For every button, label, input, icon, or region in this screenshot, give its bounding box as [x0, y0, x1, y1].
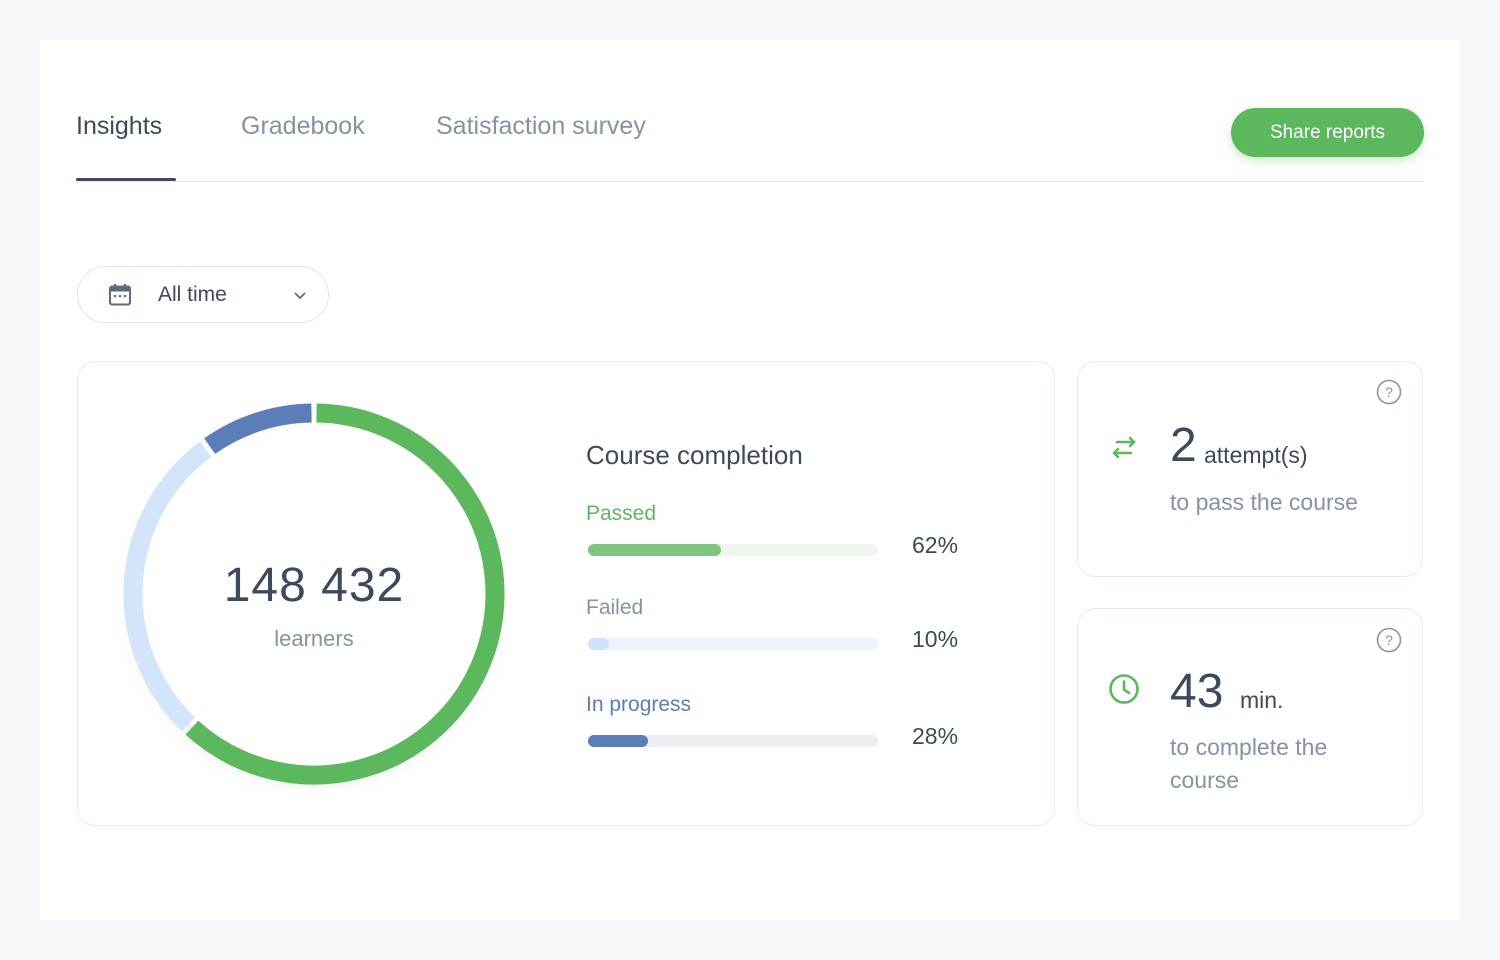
- learners-caption: learners: [274, 626, 354, 651]
- donut-segment-passed: [185, 403, 505, 785]
- progress-track: [588, 638, 878, 650]
- tab-satisfaction-survey[interactable]: Satisfaction survey: [436, 112, 646, 140]
- clock-icon: [1109, 674, 1139, 704]
- date-range-label: All time: [158, 283, 227, 306]
- attempts-description: to pass the course: [1170, 489, 1358, 515]
- donut-segment-in-progress: [204, 403, 312, 454]
- chevron-down-icon: [294, 292, 306, 300]
- swap-arrows-icon: [1112, 436, 1136, 459]
- metric-in-progress: In progress 28%: [586, 693, 966, 749]
- duration-description-line1: to complete the: [1170, 734, 1328, 760]
- donut-segment-failed: [123, 441, 212, 732]
- active-tab-indicator: [76, 178, 176, 181]
- svg-text:?: ?: [1385, 384, 1393, 400]
- progress-fill: [588, 735, 649, 747]
- attempts-value: 2: [1170, 419, 1197, 472]
- learners-donut-chart: 148 432 learners: [118, 398, 510, 790]
- metric-percent: 62%: [912, 532, 959, 558]
- progress-track: [588, 735, 878, 747]
- tab-insights[interactable]: Insights: [76, 112, 163, 140]
- course-completion-title: Course completion: [586, 440, 803, 470]
- donut-svg: [123, 403, 505, 785]
- svg-text:?: ?: [1385, 632, 1393, 648]
- duration-card: ? 43 min. to complete the course: [1077, 608, 1423, 826]
- progress-fill: [588, 544, 722, 556]
- attempts-card: ? 2 attempt(s) to pass the course: [1077, 361, 1423, 577]
- metric-percent: 28%: [912, 723, 959, 749]
- metric-label: Passed: [586, 502, 657, 525]
- progress-track: [588, 544, 878, 556]
- attempts-unit: attempt(s): [1204, 442, 1308, 468]
- course-completion-card: 148 432 learners Course completion Passe…: [77, 361, 1055, 826]
- duration-unit: min.: [1240, 687, 1284, 713]
- metric-percent: 10%: [912, 626, 959, 652]
- tab-bar: Insights Gradebook Satisfaction survey S…: [76, 40, 1424, 182]
- tab-gradebook[interactable]: Gradebook: [241, 112, 365, 140]
- metric-label: Failed: [586, 596, 644, 619]
- insights-panel: Insights Gradebook Satisfaction survey S…: [40, 40, 1460, 920]
- metric-label: In progress: [586, 693, 692, 716]
- metric-failed: Failed 10%: [586, 596, 966, 652]
- calendar-icon: [109, 284, 131, 306]
- learners-total: 148 432: [223, 559, 405, 612]
- help-icon[interactable]: ?: [1376, 379, 1402, 405]
- date-range-dropdown[interactable]: All time: [77, 266, 329, 323]
- share-reports-button[interactable]: Share reports: [1231, 108, 1424, 157]
- duration-value: 43: [1170, 665, 1224, 718]
- help-icon[interactable]: ?: [1376, 627, 1402, 653]
- progress-fill: [588, 638, 610, 650]
- duration-description-line2: course: [1170, 767, 1240, 793]
- metric-passed: Passed 62%: [586, 502, 966, 558]
